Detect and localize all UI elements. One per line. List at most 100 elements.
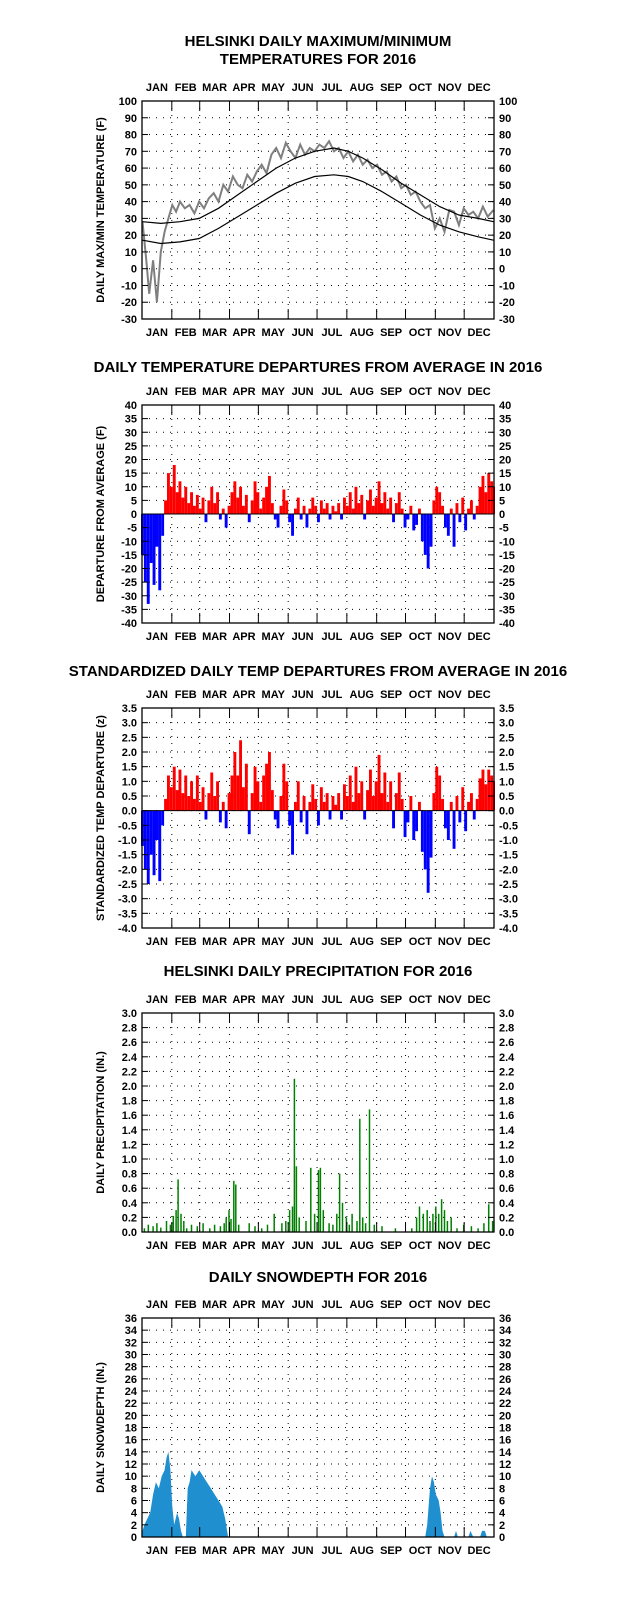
month-label: NOV xyxy=(438,1299,463,1311)
departure-bar xyxy=(354,766,358,811)
y-tick-label: 2.6 xyxy=(499,1037,514,1049)
y-tick-label: 0 xyxy=(499,264,505,276)
departure-bar xyxy=(464,514,468,531)
departure-bar xyxy=(354,486,358,515)
chart-title: DAILY TEMPERATURE DEPARTURES FROM AVERAG… xyxy=(94,359,543,376)
month-label: JUL xyxy=(322,1240,343,1252)
departure-bar xyxy=(167,775,170,811)
departure-bar xyxy=(213,503,217,514)
y-tick-label: -15 xyxy=(121,550,137,562)
month-label: JUN xyxy=(292,82,314,94)
departure-bar xyxy=(285,781,289,811)
departure-bar xyxy=(250,500,254,514)
departure-bar xyxy=(146,810,150,884)
departure-bar xyxy=(328,810,332,820)
plot-frame xyxy=(141,100,495,320)
y-tick-label: -10 xyxy=(499,280,515,292)
y-tick-label: 12 xyxy=(499,1459,511,1471)
y-tick-label: -10 xyxy=(121,536,137,548)
departure-bar xyxy=(452,514,456,547)
month-label: MAY xyxy=(262,82,286,94)
departure-bar xyxy=(357,503,361,514)
y-tick-label: 60 xyxy=(125,163,137,175)
departure-bar xyxy=(369,769,372,811)
month-label: OCT xyxy=(409,1545,433,1557)
y-tick-label: 22 xyxy=(125,1398,137,1410)
y-tick-label: 2.5 xyxy=(499,732,514,744)
y-tick-label: -1.5 xyxy=(499,850,518,862)
y-tick-label: 30 xyxy=(125,427,137,439)
departure-bar xyxy=(490,481,494,514)
departure-bar xyxy=(169,787,173,811)
y-tick-label: -2.5 xyxy=(118,879,137,891)
departure-bar xyxy=(187,503,191,514)
y-tick-label: 5 xyxy=(131,495,137,507)
y-axis-label: DAILY SNOWDEPTH (IN.) xyxy=(95,1362,107,1493)
departure-bar xyxy=(169,486,173,515)
y-tick-label: 0.4 xyxy=(499,1198,515,1210)
month-label: DEC xyxy=(467,689,490,701)
departure-bar xyxy=(195,494,199,514)
month-label: JAN xyxy=(146,1545,168,1557)
departure-bar xyxy=(415,810,418,832)
month-label: MAY xyxy=(262,1240,286,1252)
month-label: MAY xyxy=(262,1299,286,1311)
month-label: MAR xyxy=(202,936,227,948)
month-label: DEC xyxy=(467,1545,490,1557)
departure-bar xyxy=(256,492,260,514)
departure-bar xyxy=(472,810,476,820)
month-label: MAR xyxy=(202,82,227,94)
y-tick-label: 4 xyxy=(131,1508,138,1520)
y-tick-label: 3.5 xyxy=(499,703,514,715)
y-tick-label: 20 xyxy=(125,230,137,242)
month-label: JUL xyxy=(322,631,343,643)
plot-frame xyxy=(141,707,495,929)
month-label: JUN xyxy=(292,936,314,948)
departure-bar xyxy=(461,787,465,811)
chart-title: TEMPERATURES FOR 2016 xyxy=(220,51,416,68)
month-label: JAN xyxy=(146,1299,168,1311)
departure-bar xyxy=(337,793,341,811)
y-tick-label: 1.8 xyxy=(122,1096,137,1108)
y-tick-label: -5 xyxy=(127,523,137,535)
y-tick-label: 30 xyxy=(499,213,511,225)
departure-bar xyxy=(394,503,398,514)
month-label: JAN xyxy=(146,936,168,948)
y-tick-label: 40 xyxy=(125,400,137,412)
departure-bar xyxy=(236,775,240,811)
month-label: JUN xyxy=(292,327,314,339)
y-tick-label: 18 xyxy=(499,1423,511,1435)
month-label: JUN xyxy=(292,1545,314,1557)
departure-bar xyxy=(345,796,349,811)
y-tick-label: 2.0 xyxy=(122,747,137,759)
y-tick-label: -4.0 xyxy=(118,923,137,935)
departure-bar xyxy=(478,778,482,811)
departure-bar xyxy=(343,497,346,514)
month-label: OCT xyxy=(409,327,433,339)
departure-bar xyxy=(366,790,369,811)
departure-bar xyxy=(193,798,196,811)
y-tick-label: 30 xyxy=(499,427,511,439)
departure-bar xyxy=(490,775,494,811)
month-label: AUG xyxy=(350,1240,374,1252)
departure-bar xyxy=(204,514,208,523)
departure-bar xyxy=(331,505,335,514)
y-tick-label: 1.4 xyxy=(122,1125,138,1137)
departure-bar xyxy=(276,810,280,829)
y-tick-label: 16 xyxy=(125,1435,137,1447)
departure-bar xyxy=(178,481,182,514)
y-tick-label: 10 xyxy=(125,247,137,259)
y-tick-label: 2.0 xyxy=(122,1081,137,1093)
departure-bar xyxy=(426,514,430,569)
month-label: MAR xyxy=(202,1545,227,1557)
y-tick-label: -3.0 xyxy=(118,894,137,906)
departure-bar xyxy=(161,810,165,826)
y-tick-label: 14 xyxy=(499,1447,512,1459)
y-tick-label: 0.4 xyxy=(122,1198,138,1210)
y-tick-label: 28 xyxy=(499,1362,511,1374)
departure-bar xyxy=(262,775,266,811)
month-label: AUG xyxy=(350,1299,374,1311)
y-tick-label: -15 xyxy=(499,550,515,562)
departure-bar xyxy=(487,473,491,514)
departure-bar xyxy=(418,801,421,811)
